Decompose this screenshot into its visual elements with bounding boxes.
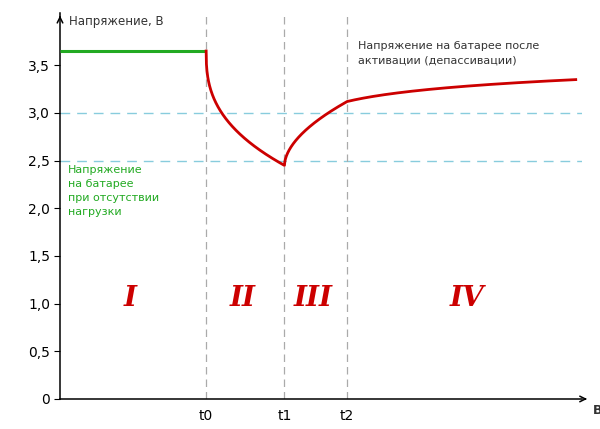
Text: Напряжение
на батарее
при отсутствии
нагрузки: Напряжение на батарее при отсутствии наг… xyxy=(68,165,159,217)
Text: III: III xyxy=(293,285,332,312)
Text: Время: Время xyxy=(592,404,600,417)
Text: Напряжение на батарее после
активации (депассивации): Напряжение на батарее после активации (д… xyxy=(358,42,539,65)
Text: Напряжение, В: Напряжение, В xyxy=(70,15,164,28)
Text: II: II xyxy=(230,285,256,312)
Text: IV: IV xyxy=(450,285,484,312)
Text: I: I xyxy=(124,285,137,312)
